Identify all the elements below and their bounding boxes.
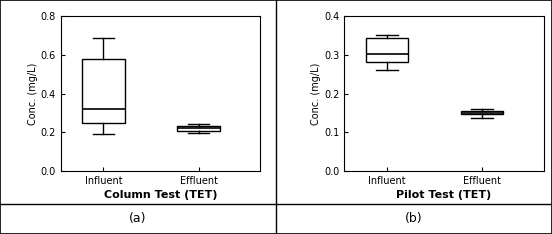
- Y-axis label: Conc. (mg/L): Conc. (mg/L): [311, 62, 321, 125]
- Text: (b): (b): [405, 212, 423, 225]
- Text: (a): (a): [129, 212, 147, 225]
- X-axis label: Pilot Test (TET): Pilot Test (TET): [396, 190, 491, 200]
- PathPatch shape: [365, 38, 408, 62]
- X-axis label: Column Test (TET): Column Test (TET): [104, 190, 217, 200]
- PathPatch shape: [460, 111, 503, 114]
- PathPatch shape: [177, 126, 220, 131]
- Y-axis label: Conc. (mg/L): Conc. (mg/L): [28, 62, 38, 125]
- PathPatch shape: [82, 59, 125, 123]
